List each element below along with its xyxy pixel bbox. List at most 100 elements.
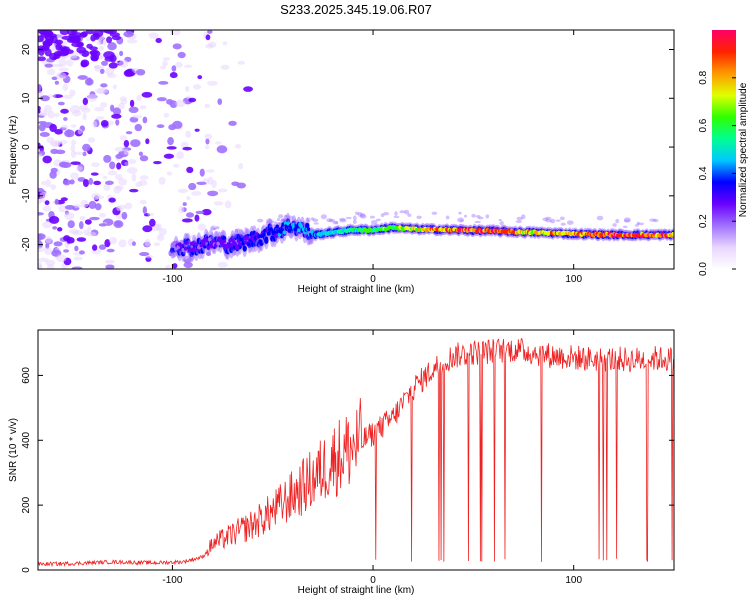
trace-speckle: [339, 217, 346, 221]
noise-blob: [123, 139, 130, 148]
trace-speckle: [521, 214, 526, 220]
noise-blob: [67, 220, 75, 229]
noise-blob: [66, 37, 78, 44]
trace-speckle: [380, 213, 385, 218]
noise-blob: [71, 30, 78, 36]
noise-blob: [220, 64, 230, 70]
noise-blob: [153, 160, 162, 165]
noise-blob: [131, 173, 137, 182]
trace-core: [266, 231, 271, 236]
snr-frame: [37, 329, 675, 571]
trace-core: [262, 232, 266, 237]
colorbar-ticks: 0.0 0.2 0.4 0.6 0.8: [698, 70, 736, 276]
trace-speckle: [623, 219, 631, 223]
noise-blob: [197, 75, 203, 80]
noise-blob: [61, 46, 71, 53]
noise-blob: [238, 162, 244, 170]
colorbar-tick-label: 0.2: [698, 214, 709, 228]
snr-y-label: SNR (10 * v/v): [8, 418, 19, 482]
noise-blob: [58, 161, 69, 168]
noise-blob: [111, 113, 122, 119]
noise-blob: [176, 151, 184, 160]
noise-blob: [180, 141, 189, 149]
colorbar-tick-label: 0.0: [698, 262, 709, 276]
trace-speckle: [215, 226, 220, 230]
trace-speckle: [566, 220, 574, 225]
trace-speckle: [353, 215, 357, 221]
noise-blob: [61, 124, 69, 129]
trace-speckle: [542, 217, 549, 221]
trace-core: [282, 230, 287, 235]
noise-blob: [158, 81, 169, 85]
trace-speckle: [370, 215, 375, 219]
noise-blob: [105, 67, 115, 76]
noise-blob: [231, 181, 240, 187]
noise-blob: [69, 179, 75, 185]
spectrogram-x-tick-label: -100: [162, 274, 182, 285]
noise-blob: [128, 106, 139, 114]
noise-blob: [98, 223, 107, 227]
trace-speckle: [515, 220, 523, 223]
trace-speckle: [326, 218, 333, 223]
noise-blob: [69, 89, 76, 97]
trace-core: [216, 241, 220, 246]
noise-blob: [217, 261, 228, 268]
trace-speckle: [257, 218, 264, 223]
noise-blob: [215, 141, 222, 145]
noise-blob: [104, 259, 116, 264]
noise-blob: [127, 166, 138, 174]
noise-blob: [130, 139, 141, 148]
noise-blob: [54, 112, 60, 118]
noise-blob: [103, 154, 112, 163]
noise-blob: [148, 32, 159, 39]
noise-blob: [218, 188, 228, 193]
noise-blob: [164, 264, 172, 269]
noise-blob: [99, 68, 105, 75]
noise-blob: [39, 95, 50, 102]
trace-speckle: [458, 211, 462, 215]
noise-blob: [112, 84, 117, 90]
noise-blob: [131, 241, 136, 246]
trace-core: [269, 227, 273, 232]
noise-blob: [63, 117, 68, 121]
noise-blob: [91, 244, 98, 251]
noise-blob: [116, 205, 122, 211]
noise-blob: [38, 45, 46, 50]
noise-blob: [123, 148, 129, 155]
noise-blob: [63, 235, 71, 242]
noise-blob: [163, 153, 175, 159]
noise-blob: [199, 168, 205, 177]
colorbar-label: Normalized spectral amplitude: [738, 82, 749, 217]
noise-blob: [191, 191, 202, 196]
noise-blob: [47, 94, 56, 98]
noise-blob: [105, 264, 115, 269]
trace-speckle: [477, 216, 484, 220]
noise-blob: [41, 109, 48, 117]
noise-blob: [38, 90, 43, 98]
trace-speckle: [230, 233, 237, 239]
snr-y-tick-label: 400: [21, 431, 32, 448]
trace-speckle: [652, 218, 659, 223]
noise-blob: [86, 37, 91, 41]
noise-blob: [100, 83, 108, 88]
noise-blob: [82, 178, 89, 188]
trace-core: [264, 236, 269, 241]
noise-blob: [39, 195, 46, 203]
noise-blob: [58, 139, 68, 145]
noise-blob: [111, 35, 122, 41]
noise-blob: [86, 231, 97, 237]
noise-blob: [156, 233, 165, 242]
noise-blob: [63, 249, 70, 253]
noise-blob: [45, 179, 52, 188]
trace-speckle: [474, 220, 481, 224]
noise-blob: [145, 138, 150, 145]
noise-blob: [103, 183, 111, 191]
noise-blob: [64, 212, 75, 220]
trace-speckle: [637, 222, 645, 226]
trace-speckle: [287, 215, 294, 220]
trace-speckle: [516, 216, 524, 221]
noise-blob: [201, 208, 212, 216]
noise-blob: [74, 245, 79, 252]
noise-blob: [156, 97, 167, 102]
trace-speckle: [622, 225, 628, 229]
